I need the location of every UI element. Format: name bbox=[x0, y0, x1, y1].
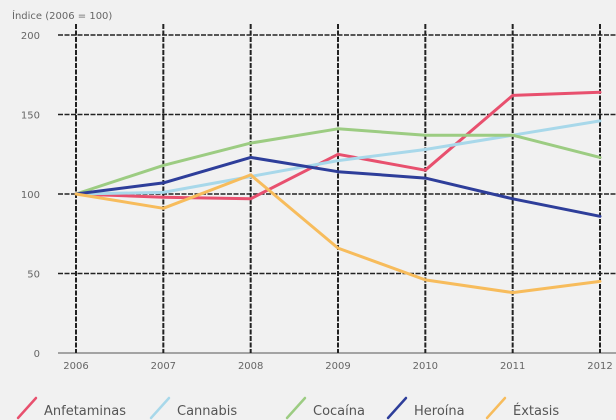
y-tick-label: 100 bbox=[21, 190, 40, 201]
y-tick-label: 150 bbox=[21, 111, 40, 122]
legend-swatch bbox=[149, 396, 171, 420]
x-tick-label: 2011 bbox=[500, 361, 525, 372]
legend-swatch bbox=[485, 396, 507, 420]
series-line bbox=[74, 155, 602, 218]
series-lines bbox=[74, 90, 602, 295]
x-tick-label: 2009 bbox=[325, 361, 350, 372]
legend-label: Cocaína bbox=[313, 404, 365, 419]
y-tick-label: 200 bbox=[21, 31, 40, 42]
series-line bbox=[74, 90, 602, 201]
tick-labels: 0 50 100 150 200 2006 2007 2008 2009 2010 2011 2012 bbox=[21, 31, 613, 372]
legend-swatch bbox=[16, 396, 38, 420]
y-tick-label: 0 bbox=[34, 349, 40, 360]
legend-swatch bbox=[386, 396, 408, 420]
legend-label: Éxtasis bbox=[513, 403, 559, 419]
x-tick-label: 2008 bbox=[238, 361, 263, 372]
legend-label: Heroína bbox=[414, 404, 465, 419]
legend-swatch bbox=[285, 396, 307, 420]
x-tick-label: 2010 bbox=[413, 361, 438, 372]
x-tick-label: 2012 bbox=[587, 361, 612, 372]
grid bbox=[58, 24, 616, 354]
y-axis-label: Índice (2006 = 100) bbox=[12, 9, 112, 22]
x-tick-label: 2007 bbox=[151, 361, 176, 372]
legend-label: Cannabis bbox=[177, 404, 237, 419]
series-line bbox=[74, 127, 602, 196]
y-tick-label: 50 bbox=[27, 270, 40, 281]
x-tick-label: 2006 bbox=[63, 361, 88, 372]
legend-label: Anfetaminas bbox=[44, 404, 126, 419]
series-line bbox=[74, 173, 602, 295]
legend: Anfetaminas Cannabis Cocaína Heroína Éxtasis bbox=[16, 396, 559, 420]
